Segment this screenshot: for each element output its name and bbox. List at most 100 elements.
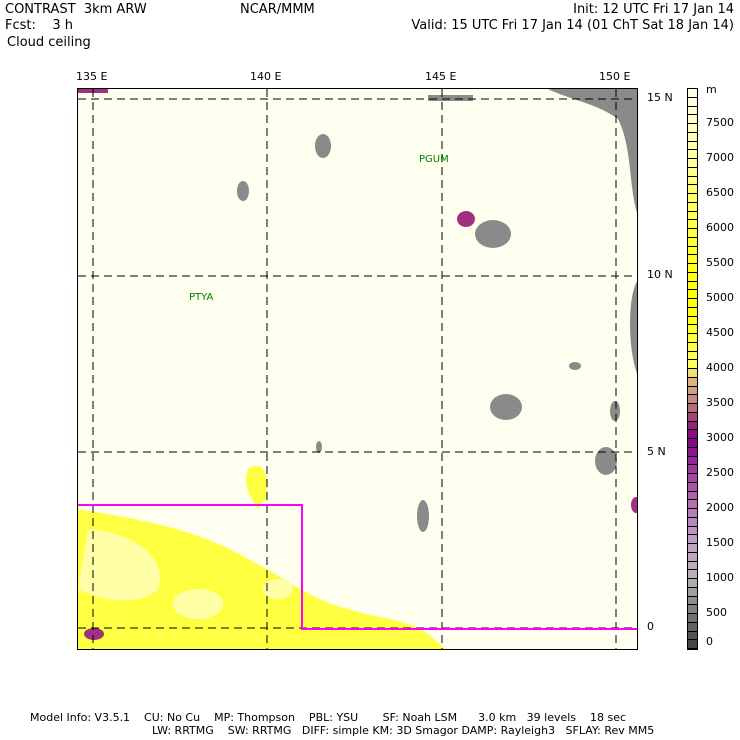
colorbar-segment xyxy=(688,509,697,518)
colorbar-segment xyxy=(688,255,697,264)
colorbar-tick-label: 0 xyxy=(706,635,713,648)
colorbar-segment xyxy=(688,167,697,177)
lon-label-135: 135 E xyxy=(76,70,108,83)
colorbar-tick-label: 3500 xyxy=(706,396,734,409)
colorbar-segment xyxy=(688,605,697,614)
colorbar-segment xyxy=(688,237,697,247)
colorbar-segment xyxy=(688,325,697,334)
colorbar-segment xyxy=(688,176,697,186)
colorbar xyxy=(687,88,698,650)
colorbar-segment xyxy=(688,132,697,142)
colorbar-segment xyxy=(688,185,697,194)
colorbar-segment xyxy=(688,115,697,124)
field-name: Cloud ceiling xyxy=(7,35,91,50)
colorbar-segment xyxy=(688,439,697,448)
model-info-line1: Model Info: V3.5.1 CU: No Cu MP: Thompso… xyxy=(30,711,627,724)
colorbar-segment xyxy=(688,272,697,282)
colorbar-segment xyxy=(688,412,697,422)
colorbar-segment xyxy=(688,106,697,116)
colorbar-segment xyxy=(688,124,697,133)
colorbar-segment xyxy=(688,456,697,466)
colorbar-tick-label: 6000 xyxy=(706,221,734,234)
colorbar-segment xyxy=(688,351,697,361)
colorbar-segment xyxy=(688,220,697,229)
colorbar-segment xyxy=(688,307,697,317)
colorbar-segment xyxy=(688,517,697,527)
colorbar-segment xyxy=(688,229,697,238)
colorbar-tick-label: 7500 xyxy=(706,116,734,129)
colorbar-segment xyxy=(688,290,697,299)
colorbar-tick-label: 500 xyxy=(706,606,727,619)
colorbar-segment xyxy=(688,334,697,343)
colorbar-segment xyxy=(688,596,697,606)
lat-label-5: 5 N xyxy=(647,445,666,458)
organization: NCAR/MMM xyxy=(240,2,315,17)
colorbar-segment xyxy=(688,360,697,369)
colorbar-tick-label: 4000 xyxy=(706,361,734,374)
colorbar-segment xyxy=(688,482,697,492)
colorbar-segment xyxy=(688,377,697,387)
colorbar-tick-label: 5500 xyxy=(706,256,734,269)
colorbar-segment xyxy=(688,447,697,457)
colorbar-segment xyxy=(688,194,697,203)
colorbar-segment xyxy=(688,622,697,632)
colorbar-segment xyxy=(688,342,697,352)
colorbar-tick-label: 7000 xyxy=(706,151,734,164)
lat-label-0: 0 xyxy=(647,620,654,633)
colorbar-segment xyxy=(688,614,697,623)
low-ceiling-clouds xyxy=(237,89,637,532)
lat-label-15: 15 N xyxy=(647,91,673,104)
colorbar-segment xyxy=(688,561,697,571)
colorbar-segment xyxy=(688,299,697,308)
colorbar-segment xyxy=(688,404,697,413)
model-info-line2: LW: RRTMG SW: RRTMG DIFF: simple KM: 3D … xyxy=(152,724,655,737)
init-time: Init: 12 UTC Fri 17 Jan 14 xyxy=(573,2,734,17)
colorbar-segment xyxy=(688,264,697,273)
colorbar-tick-label: 1500 xyxy=(706,536,734,549)
low-cloud-region-south xyxy=(78,465,446,649)
colorbar-segment xyxy=(688,579,697,588)
colorbar-unit: m xyxy=(706,83,717,96)
colorbar-tick-label: 2000 xyxy=(706,501,734,514)
lon-label-150: 150 E xyxy=(599,70,631,83)
colorbar-segment xyxy=(688,97,697,107)
colorbar-segment xyxy=(688,465,697,474)
colorbar-segment xyxy=(688,316,697,326)
colorbar-tick-label: 6500 xyxy=(706,186,734,199)
map-plot: PGUM PTYA xyxy=(78,89,637,649)
lat-label-10: 10 N xyxy=(647,268,673,281)
colorbar-segment xyxy=(688,526,697,536)
colorbar-segment xyxy=(688,430,697,439)
colorbar-segment xyxy=(688,587,697,597)
colorbar-segment xyxy=(688,369,697,378)
colorbar-tick-label: 3000 xyxy=(706,431,734,444)
colorbar-segment xyxy=(688,150,697,159)
colorbar-segment xyxy=(688,421,697,431)
colorbar-segment xyxy=(688,141,697,151)
station-pgum: PGUM xyxy=(419,154,449,165)
colorbar-segment xyxy=(688,386,697,396)
colorbar-segment xyxy=(688,246,697,256)
colorbar-segment xyxy=(688,544,697,553)
colorbar-segment xyxy=(688,570,697,579)
colorbar-segment xyxy=(688,535,697,544)
domain-box xyxy=(78,504,637,630)
high-cloud-patches xyxy=(78,529,293,619)
forecast-hour: Fcst: 3 h xyxy=(5,18,74,33)
cloud-ceiling-map: PGUM PTYA xyxy=(77,88,638,650)
colorbar-segment xyxy=(688,159,697,168)
colorbar-segment xyxy=(688,395,697,404)
colorbar-segment xyxy=(688,281,697,291)
colorbar-segment xyxy=(688,640,697,649)
station-ptya: PTYA xyxy=(189,292,213,303)
colorbar-tick-label: 1000 xyxy=(706,571,734,584)
colorbar-segment xyxy=(688,500,697,509)
model-title: CONTRAST 3km ARW xyxy=(5,2,147,17)
lon-label-145: 145 E xyxy=(425,70,457,83)
colorbar-segment xyxy=(688,211,697,221)
colorbar-segment xyxy=(688,89,697,98)
colorbar-tick-label: 4500 xyxy=(706,326,734,339)
colorbar-segment xyxy=(688,474,697,483)
colorbar-segment xyxy=(688,631,697,641)
valid-time: Valid: 15 UTC Fri 17 Jan 14 (01 ChT Sat … xyxy=(411,18,734,33)
